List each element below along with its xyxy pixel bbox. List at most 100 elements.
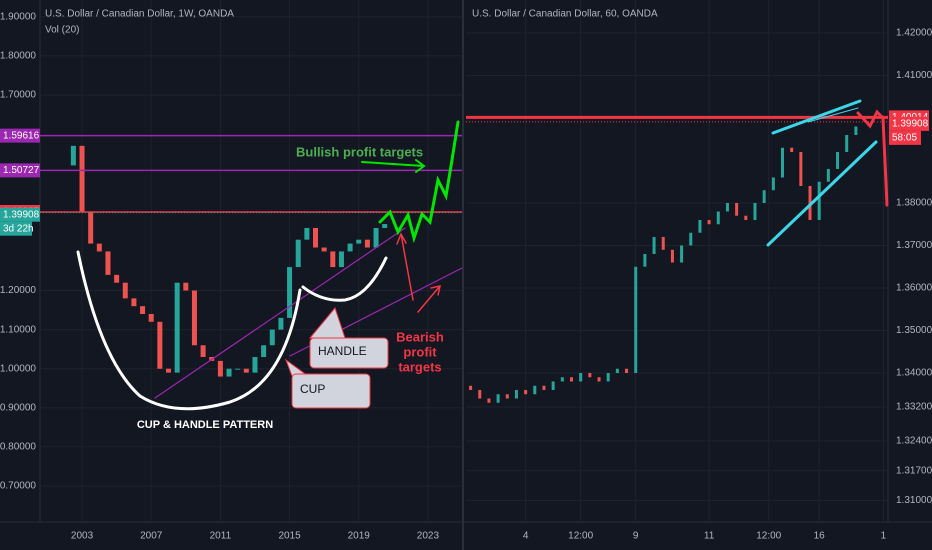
candle xyxy=(356,239,362,244)
candle xyxy=(836,151,840,169)
last-price-label-box xyxy=(889,116,929,131)
candle xyxy=(606,372,610,382)
wedge-line xyxy=(766,140,878,247)
callouts xyxy=(284,306,389,409)
y-tick-label: 1.42000 xyxy=(896,28,932,39)
x-tick-label: 1 xyxy=(881,531,887,542)
bearish-arrow xyxy=(417,285,441,313)
y-tick-label: 1.37000 xyxy=(896,240,932,251)
candle xyxy=(287,267,293,318)
candle xyxy=(652,236,656,254)
x-tick-label: 11 xyxy=(704,531,715,542)
x-tick-label: 12:00 xyxy=(568,531,593,542)
last-price-label-box xyxy=(0,207,40,222)
candle xyxy=(243,368,249,373)
level-price-label: 1.59616 xyxy=(3,130,40,141)
candle xyxy=(634,266,638,373)
candle xyxy=(514,389,518,399)
x-tick-label: 2019 xyxy=(348,531,371,542)
y-tick-label: 0.90000 xyxy=(0,402,36,413)
candle xyxy=(166,368,172,373)
candle xyxy=(226,368,232,377)
y-tick-label: 0.70000 xyxy=(0,481,36,492)
candle xyxy=(725,202,729,212)
candle xyxy=(217,360,223,377)
chart-title: U.S. Dollar / Canadian Dollar, 1W, OANDA xyxy=(45,9,234,20)
y-tick-label: 1.32400 xyxy=(896,436,932,447)
bearish-label: targets xyxy=(398,359,441,374)
wedge-line xyxy=(771,99,862,135)
handle-curve xyxy=(301,256,388,302)
candle xyxy=(505,394,509,399)
candle xyxy=(496,394,500,403)
candle xyxy=(105,251,111,275)
candle xyxy=(625,368,629,373)
candle xyxy=(781,147,784,178)
bullish-path xyxy=(378,120,460,244)
y-tick-label: 1.34000 xyxy=(896,368,932,379)
candle xyxy=(771,177,775,191)
candle xyxy=(689,232,693,246)
level-price-label: 1.50727 xyxy=(3,165,40,176)
candle xyxy=(157,321,163,369)
candle xyxy=(643,253,647,267)
cup-box xyxy=(291,373,371,409)
candle xyxy=(364,239,370,248)
candle xyxy=(304,227,310,240)
candle xyxy=(122,282,128,299)
candle xyxy=(79,145,85,213)
y-tick-label: 1.31700 xyxy=(896,465,932,476)
candle xyxy=(338,251,344,268)
y-tick-label: 1.36000 xyxy=(896,283,932,294)
candle xyxy=(579,372,583,382)
candle xyxy=(321,247,327,252)
handle-box xyxy=(309,337,389,369)
bullish-arrow xyxy=(361,159,426,173)
candle xyxy=(762,190,766,203)
x-tick-label: 2015 xyxy=(278,531,301,542)
y-tick-label: 1.38000 xyxy=(896,198,932,209)
candle xyxy=(295,239,301,268)
candle xyxy=(131,298,137,307)
x-tick-label: 4 xyxy=(523,531,529,542)
candle xyxy=(487,398,491,403)
candle xyxy=(261,345,267,357)
candle xyxy=(588,372,592,378)
candle xyxy=(845,134,849,152)
candle xyxy=(140,306,146,314)
candle xyxy=(469,385,473,390)
candle xyxy=(560,377,564,382)
candle xyxy=(114,274,120,283)
bullish-label: Bullish profit targets xyxy=(296,144,423,159)
y-tick-label: 1.10000 xyxy=(0,324,36,335)
candle xyxy=(826,168,830,182)
x-tick-label: 2023 xyxy=(417,531,440,542)
countdown-label-box xyxy=(0,221,32,236)
indicator-label: Vol (20) xyxy=(45,25,79,36)
candle xyxy=(148,313,154,322)
bearish-forecast xyxy=(856,109,889,207)
candle xyxy=(670,249,674,263)
candle xyxy=(96,243,102,252)
candle xyxy=(744,215,748,220)
countdown-label: 3d 22h xyxy=(3,223,34,234)
candle xyxy=(382,224,388,228)
x-tick-label: 2007 xyxy=(140,531,163,542)
y-tick-label: 1.80000 xyxy=(0,51,36,62)
last-price-label: 1.39908 xyxy=(892,119,929,130)
candle xyxy=(753,202,757,220)
chart-title: U.S. Dollar / Canadian Dollar, 60, OANDA xyxy=(472,9,658,20)
candle xyxy=(533,385,537,395)
candle xyxy=(88,212,94,244)
last-price-label: 1.39908 xyxy=(3,209,40,220)
y-tick-label: 1.20000 xyxy=(0,285,36,296)
x-tick-label: 12:00 xyxy=(756,531,781,542)
candle xyxy=(790,147,794,152)
candle xyxy=(252,356,258,373)
bearish-label: profit xyxy=(403,344,437,359)
candle xyxy=(735,202,739,216)
candle xyxy=(661,236,665,250)
bearish-arrow xyxy=(396,232,414,301)
